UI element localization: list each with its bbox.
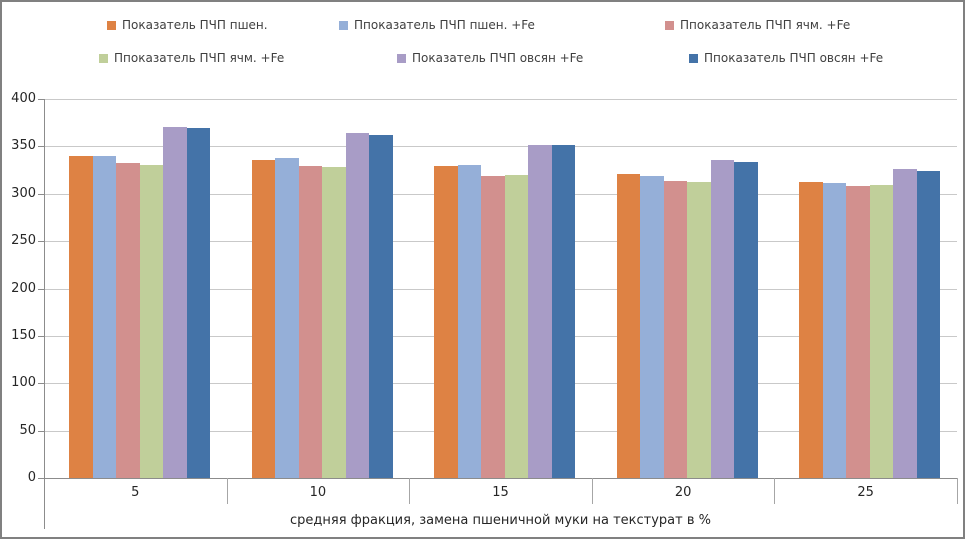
bar [345, 133, 370, 478]
y-axis-line [44, 99, 45, 529]
y-axis-tick [38, 241, 44, 242]
legend-item: Показатель ПЧП пшен. [107, 18, 268, 32]
bar [369, 135, 393, 478]
x-axis-title: средняя фракция, замена пшеничной муки н… [289, 513, 711, 528]
y-tick-label: 150 [11, 328, 36, 343]
bar [163, 127, 187, 478]
y-axis-tick [38, 289, 44, 290]
legend-swatch-icon [689, 53, 698, 63]
legend-swatch-icon [99, 53, 108, 63]
category-label: 5 [131, 485, 140, 500]
bar [275, 157, 299, 478]
y-tick-label: 200 [11, 281, 36, 296]
y-axis-tick [38, 383, 44, 384]
y-tick-label: 250 [11, 233, 36, 248]
y-axis-tick [38, 194, 44, 195]
legend-item: Показатель ПЧП овсян +Fe [397, 51, 583, 65]
bar [528, 144, 552, 478]
y-axis-tick [38, 99, 44, 100]
category-label: 20 [674, 485, 692, 500]
y-tick-label: 100 [11, 375, 36, 390]
legend-item: Ппоказатель ПЧП ячм. +Fe [665, 18, 850, 32]
category-separator [409, 478, 410, 504]
y-axis-tick [38, 146, 44, 147]
bar [663, 180, 688, 478]
bar [92, 155, 116, 478]
bar [734, 161, 758, 478]
bar [916, 171, 941, 478]
gridline [44, 146, 957, 147]
bar [822, 183, 847, 478]
y-tick-label: 400 [11, 91, 36, 106]
bar [251, 159, 276, 478]
bar [640, 175, 664, 478]
y-tick-label: 0 [27, 470, 36, 485]
legend-swatch-icon [339, 20, 348, 30]
legend-label: Ппоказатель ПЧП ячм. +Fe [680, 18, 851, 32]
category-separator [227, 478, 228, 504]
y-tick-label: 350 [11, 138, 36, 153]
legend-label: Показатель ПЧП пшен. [122, 18, 268, 32]
category-separator [957, 478, 958, 504]
category-separator [592, 478, 593, 504]
legend-label: Ппоказатель ПЧП пшен. +Fe [354, 18, 535, 32]
category-label: 25 [857, 485, 874, 500]
legend-label: Ппоказатель ПЧП овсян +Fe [704, 51, 884, 65]
y-tick-label: 300 [11, 186, 36, 201]
bar [481, 175, 505, 478]
category-label: 10 [309, 485, 327, 500]
bar [504, 174, 529, 478]
x-axis-line [44, 478, 957, 479]
bar [551, 145, 576, 478]
legend-swatch-icon [397, 53, 406, 63]
bar [298, 166, 323, 478]
bar [799, 182, 823, 478]
bar [434, 166, 458, 478]
gridline [44, 99, 957, 100]
legend-item: Ппоказатель ПЧП ячм. +Fe [99, 51, 284, 65]
y-tick-label: 50 [19, 423, 36, 438]
legend-item: Ппоказатель ПЧП пшен. +Fe [339, 18, 535, 32]
legend-swatch-icon [665, 20, 674, 30]
legend-label: Ппоказатель ПЧП ячм. +Fe [114, 51, 285, 65]
bar [893, 169, 917, 478]
y-axis-tick [38, 431, 44, 432]
bar [69, 155, 93, 478]
bar [616, 173, 641, 478]
y-axis-tick [38, 478, 44, 479]
bar [457, 165, 482, 478]
bar [139, 165, 163, 478]
bar [322, 167, 346, 478]
legend-label: Показатель ПЧП овсян +Fe [412, 51, 584, 65]
y-axis-tick [38, 336, 44, 337]
legend-item: Ппоказатель ПЧП овсян +Fe [689, 51, 883, 65]
category-separator [774, 478, 775, 504]
bar [846, 186, 870, 478]
legend-swatch-icon [107, 20, 116, 30]
bar [710, 159, 735, 478]
bar [687, 182, 711, 478]
category-label: 15 [492, 485, 509, 500]
bar [186, 128, 210, 478]
bar [116, 163, 140, 478]
bar [869, 185, 894, 478]
